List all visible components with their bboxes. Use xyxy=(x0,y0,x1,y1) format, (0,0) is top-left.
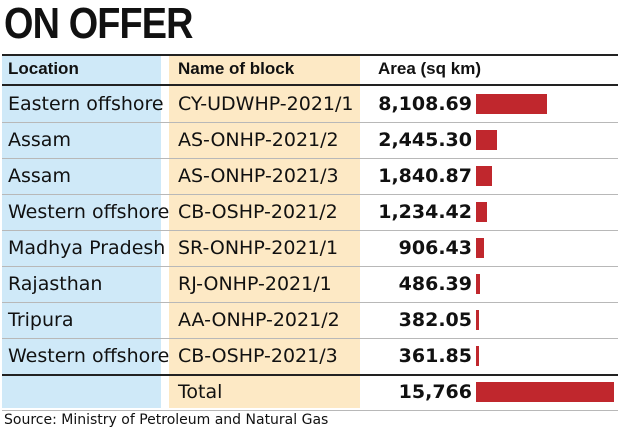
row-block-name: AS-ONHP-2021/3 xyxy=(178,165,339,187)
row-location: Tripura xyxy=(8,309,74,331)
row-block-name: CB-OSHP-2021/3 xyxy=(178,345,338,367)
area-bar xyxy=(476,382,614,402)
row-location: Eastern offshore xyxy=(8,93,164,115)
row-divider xyxy=(2,338,618,339)
row-divider xyxy=(2,374,618,376)
header-block: Name of block xyxy=(178,59,295,78)
area-bar xyxy=(476,94,547,114)
row-location: Western offshore xyxy=(8,345,170,367)
row-block-name: SR-ONHP-2021/1 xyxy=(178,237,339,259)
header-location: Location xyxy=(8,59,79,78)
row-area-label: 382.05 xyxy=(398,309,472,331)
row-block-name: AS-ONHP-2021/2 xyxy=(178,129,339,151)
source-note: Source: Ministry of Petroleum and Natura… xyxy=(4,412,329,428)
row-location: Rajasthan xyxy=(8,273,103,295)
area-bar xyxy=(476,310,479,330)
area-bar xyxy=(476,274,480,294)
row-location: Assam xyxy=(8,129,71,151)
row-location: Western offshore xyxy=(8,201,170,223)
row-area-label: 15,766 xyxy=(398,381,472,403)
header-area: Area (sq km) xyxy=(378,59,481,78)
row-area-label: 1,234.42 xyxy=(378,201,472,223)
row-area-label: 361.85 xyxy=(398,345,472,367)
row-area-label: 2,445.30 xyxy=(378,129,472,151)
row-area-label: 1,840.87 xyxy=(378,165,472,187)
row-area-label: 8,108.69 xyxy=(378,93,472,115)
chart-title: ON OFFER xyxy=(4,0,193,48)
row-block-name: AA-ONHP-2021/2 xyxy=(178,309,340,331)
row-divider xyxy=(2,266,618,267)
row-block-name: RJ-ONHP-2021/1 xyxy=(178,273,332,295)
area-bar xyxy=(476,166,492,186)
header-rule xyxy=(2,84,618,86)
row-location: Madhya Pradesh xyxy=(8,237,166,259)
area-bar xyxy=(476,346,479,366)
bottom-rule xyxy=(2,410,618,411)
row-divider xyxy=(2,194,618,195)
row-location: Assam xyxy=(8,165,71,187)
row-area-label: 486.39 xyxy=(398,273,472,295)
row-area-label: 906.43 xyxy=(398,237,472,259)
row-divider xyxy=(2,158,618,159)
top-rule xyxy=(2,54,618,56)
area-bar xyxy=(476,130,497,150)
area-bar xyxy=(476,238,484,258)
row-divider xyxy=(2,302,618,303)
area-bar xyxy=(476,202,487,222)
block-column-background xyxy=(169,54,360,408)
row-block-name: CY-UDWHP-2021/1 xyxy=(178,93,354,115)
row-block-name: Total xyxy=(178,381,223,403)
row-block-name: CB-OSHP-2021/2 xyxy=(178,201,338,223)
location-column-background xyxy=(2,54,161,408)
row-divider xyxy=(2,122,618,123)
row-divider xyxy=(2,230,618,231)
